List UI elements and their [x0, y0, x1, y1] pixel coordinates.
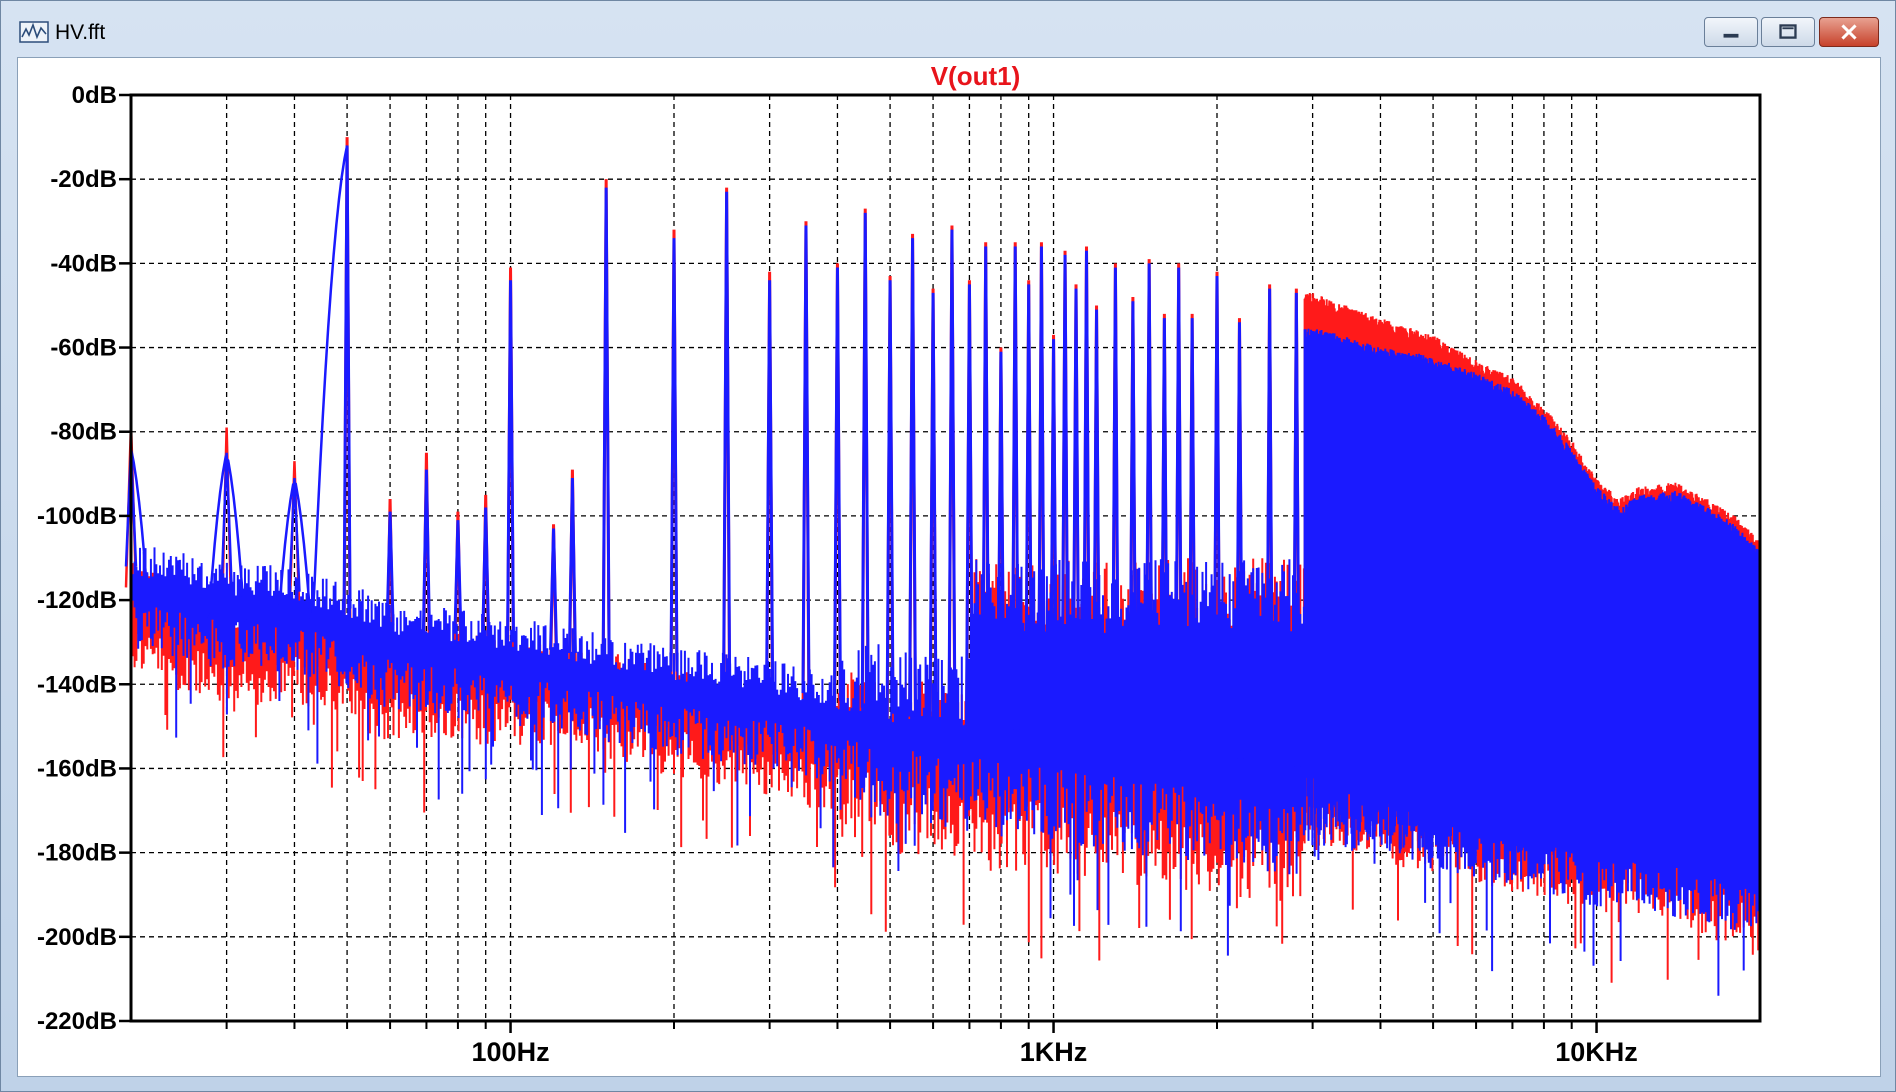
harmonic-peak [1082, 250, 1091, 740]
y-tick-label: -140dB [37, 671, 117, 698]
harmonic-peak [1049, 339, 1059, 735]
minimize-icon [1723, 33, 1739, 38]
harmonic-peak [801, 225, 811, 694]
y-tick-label: 0dB [72, 82, 117, 109]
x-tick-label: 1KHz [1020, 1037, 1088, 1067]
harmonic-peak [385, 511, 395, 626]
harmonic-peak [1036, 246, 1046, 734]
x-tick-label: 100Hz [472, 1037, 550, 1067]
y-tick-label: -100dB [37, 503, 117, 530]
y-tick-label: -20dB [50, 166, 117, 193]
noise-trace [130, 328, 1761, 996]
harmonic-peak [567, 478, 577, 654]
maximize-icon [1779, 24, 1797, 39]
close-icon [1841, 24, 1857, 40]
y-tick-label: -40dB [50, 250, 117, 277]
harmonic-peak [1010, 246, 1020, 730]
harmonic-peak [928, 292, 938, 720]
harmonic-peak [832, 267, 842, 701]
harmonic-peak [601, 187, 611, 660]
harmonic-peak [964, 284, 974, 724]
x-tick-label: 10KHz [1555, 1037, 1638, 1067]
harmonic-peak [1265, 288, 1275, 764]
close-button[interactable] [1819, 17, 1879, 47]
harmonic-peak [860, 212, 870, 708]
harmonic-peak [1128, 301, 1138, 746]
harmonic-peak [947, 229, 957, 722]
harmonic-peak [421, 469, 431, 630]
harmonic-peak [1144, 263, 1154, 748]
y-tick-label: -180dB [37, 840, 117, 867]
harmonic-peak [1159, 318, 1169, 750]
plot-border [129, 93, 1762, 1023]
fft-chart[interactable]: 0dB -20dB -40dB -60dB -80dB -100dB -120dB -140d… [18, 58, 1880, 1076]
minimize-button[interactable] [1704, 17, 1758, 47]
harmonic-peak [288, 477, 301, 592]
harmonic-peak [1174, 267, 1184, 751]
low-frequency-trace [129, 145, 349, 632]
y-tick-label: -200dB [37, 924, 117, 951]
y-tick-label: -60dB [50, 335, 117, 362]
y-tick-label: -160dB [37, 755, 117, 782]
harmonic-peak [453, 520, 463, 634]
harmonic-peak [669, 238, 679, 672]
series-blue [124, 145, 1761, 996]
title-bar[interactable]: HV.fft [1, 1, 1896, 57]
y-tick-label: -80dB [50, 419, 117, 446]
harmonic-peak [996, 351, 1006, 729]
chart-title: V(out1) [931, 61, 1021, 91]
harmonic-peak [481, 507, 491, 639]
harmonic-peak [1291, 292, 1301, 767]
y-tick-label: -220dB [37, 1008, 117, 1035]
y-tick-label: -120dB [37, 587, 117, 614]
harmonic-peak [1060, 254, 1070, 737]
harmonic-peak [765, 280, 775, 685]
harmonic-peak [220, 452, 233, 588]
harmonic-peak [722, 191, 732, 679]
plot-pane[interactable]: 0dB -20dB -40dB -60dB -80dB -100dB -120dB -140d… [17, 57, 1881, 1077]
harmonic-peak [1234, 322, 1244, 759]
maximize-button[interactable] [1761, 17, 1815, 47]
harmonic-peak [549, 528, 559, 650]
harmonic-peak [1071, 288, 1081, 738]
harmonic-peak [1187, 318, 1197, 753]
harmonic-peak [1110, 267, 1120, 743]
harmonic-peak [1024, 284, 1034, 732]
harmonic-peak [908, 238, 918, 717]
waveform-app-icon [19, 19, 49, 45]
harmonic-peak [981, 246, 991, 727]
harmonic-peak [885, 280, 895, 714]
window-title: HV.fft [55, 21, 106, 44]
harmonic-peak [1092, 309, 1102, 741]
harmonic-peak [506, 280, 516, 643]
harmonic-peak [1212, 275, 1222, 756]
